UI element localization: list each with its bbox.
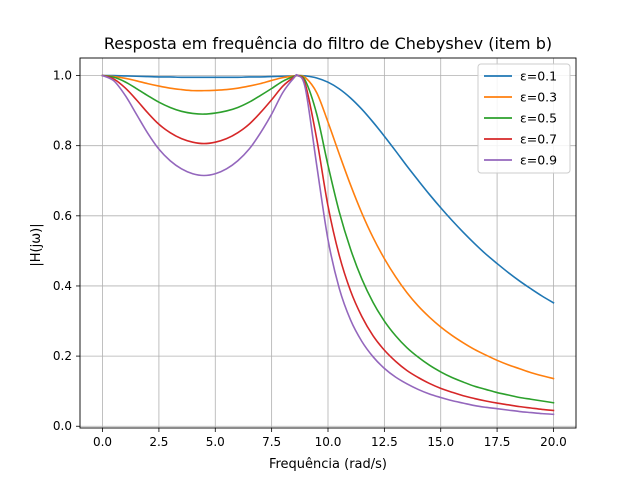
legend-label-5: ε=0.9 (520, 153, 557, 168)
x-tick-label: 20.0 (540, 435, 567, 449)
chart-title: Resposta em frequência do filtro de Cheb… (104, 34, 552, 53)
y-tick-label: 0.4 (53, 279, 72, 293)
y-axis-label: |H(jω)| (29, 223, 44, 266)
x-tick-label: 5.0 (206, 435, 225, 449)
y-tick-label: 0.0 (53, 419, 72, 433)
axis-ticks: 0.0 2.5 5.0 7.5 10.0 12.5 15.0 17.5 20.0 0.0 0.2 0.… (53, 69, 567, 449)
legend-label-1: ε=0.1 (520, 69, 557, 84)
legend-label-2: ε=0.3 (520, 90, 557, 105)
y-tick-label: 1.0 (53, 69, 72, 83)
series-line-3 (101, 74, 555, 404)
x-tick-label: 7.5 (262, 435, 281, 449)
legend: ε=0.1 ε=0.3 ε=0.5 ε=0.7 ε=0.9 (477, 63, 571, 174)
x-tick-label: 15.0 (427, 435, 454, 449)
x-tick-label: 0.0 (93, 435, 112, 449)
series-line-5 (101, 73, 555, 416)
x-tick-label: 17.5 (484, 435, 511, 449)
series-line-1 (101, 74, 555, 304)
legend-box (477, 63, 571, 174)
plot-series (101, 73, 555, 416)
x-tick-label: 2.5 (149, 435, 168, 449)
x-axis-label: Frequência (rad/s) (269, 457, 387, 472)
legend-label-3: ε=0.5 (520, 111, 557, 126)
series-line-4 (101, 74, 555, 412)
x-tick-label: 12.5 (371, 435, 398, 449)
series-line-2 (101, 74, 555, 380)
x-tick-label: 10.0 (315, 435, 342, 449)
legend-label-4: ε=0.7 (520, 132, 557, 147)
y-tick-label: 0.6 (53, 209, 72, 223)
y-tick-label: 0.2 (53, 349, 72, 363)
y-tick-label: 0.8 (53, 139, 72, 153)
